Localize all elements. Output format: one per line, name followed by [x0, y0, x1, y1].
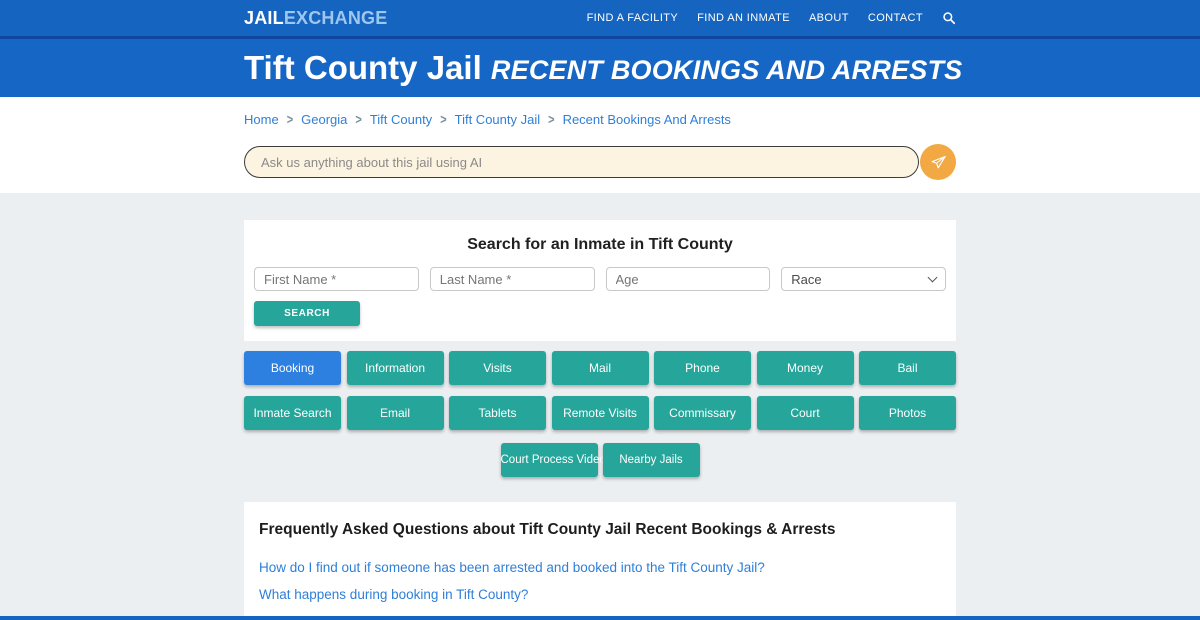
faq-title: Frequently Asked Questions about Tift Co…: [259, 521, 836, 538]
breadcrumb-georgia[interactable]: Georgia: [301, 112, 348, 127]
quick-link-visits[interactable]: Visits: [449, 351, 546, 385]
breadcrumb-tift-county-jail[interactable]: Tift County Jail: [454, 112, 541, 127]
main-nav: FIND A FACILITY FIND AN INMATE ABOUT CON…: [587, 11, 956, 25]
last-name-field-wrap: [429, 267, 595, 291]
inmate-search-fields: Race: [254, 267, 946, 291]
page-title: Tift County Jail RECENT BOOKINGS AND ARR…: [244, 47, 962, 91]
age-field-wrap: [605, 267, 771, 291]
nav-link-contact[interactable]: CONTACT: [867, 12, 923, 24]
quick-link-bail[interactable]: Bail: [859, 351, 956, 385]
bottom-accent-bar: [0, 616, 1200, 620]
quick-links-row-2: Inmate Search Email Tablets Remote Visit…: [244, 396, 956, 430]
quick-link-phone[interactable]: Phone: [654, 351, 751, 385]
chevron-right-icon: >: [355, 112, 362, 127]
first-name-field-wrap: [254, 267, 419, 291]
quick-link-commissary[interactable]: Commissary: [654, 396, 751, 430]
quick-link-money[interactable]: Money: [756, 351, 854, 385]
quick-link-email[interactable]: Email: [346, 396, 444, 430]
breadcrumb-current-page[interactable]: Recent Bookings And Arrests: [562, 112, 731, 127]
main-content: Search for an Inmate in Tift County Race: [0, 193, 1200, 620]
page-title-main: Tift County Jail: [244, 49, 482, 86]
quick-link-mail[interactable]: Mail: [551, 351, 649, 385]
ai-question-pill: [244, 146, 919, 178]
page-title-subtitle: RECENT BOOKINGS AND ARRESTS: [490, 55, 963, 85]
inmate-search-title: Search for an Inmate in Tift County: [467, 236, 733, 253]
top-navbar: JAILEXCHANGE FIND A FACILITY FIND AN INM…: [0, 0, 1200, 39]
nav-link-about[interactable]: ABOUT: [808, 12, 849, 24]
quick-links-row-1: Booking Information Visits Mail Phone Mo…: [244, 351, 956, 385]
chevron-right-icon: >: [440, 112, 447, 127]
breadcrumb-tift-county[interactable]: Tift County: [369, 112, 433, 127]
quick-link-inmate-search[interactable]: Inmate Search: [244, 396, 341, 430]
logo-part-exchange: EXCHANGE: [283, 7, 388, 28]
logo-part-jail: JAIL: [244, 7, 284, 28]
quick-link-court-process-video[interactable]: Court Process Video: [500, 443, 606, 477]
last-name-field[interactable]: [429, 267, 595, 291]
ai-send-button[interactable]: [920, 144, 956, 180]
faq-card: Frequently Asked Questions about Tift Co…: [244, 502, 956, 620]
ai-question-input[interactable]: [261, 154, 902, 170]
quick-link-photos[interactable]: Photos: [859, 396, 956, 430]
breadcrumb-ai-section: Home > Georgia > Tift County > Tift Coun…: [0, 97, 1200, 193]
chevron-right-icon: >: [548, 112, 555, 127]
race-select-wrap: Race: [781, 267, 946, 291]
nav-link-find-an-inmate[interactable]: FIND AN INMATE: [697, 12, 790, 24]
faq-question-1[interactable]: How do I find out if someone has been ar…: [259, 560, 765, 575]
first-name-field[interactable]: [254, 267, 419, 291]
faq-question-2[interactable]: What happens during booking in Tift Coun…: [259, 587, 529, 602]
ai-ask-bar: [244, 144, 956, 180]
inmate-search-card: Search for an Inmate in Tift County Race: [244, 220, 956, 341]
search-icon[interactable]: [942, 11, 956, 25]
paper-plane-icon: [930, 154, 947, 171]
breadcrumb: Home > Georgia > Tift County > Tift Coun…: [244, 112, 956, 127]
quick-link-booking[interactable]: Booking: [244, 351, 341, 385]
inmate-search-submit-button[interactable]: SEARCH: [254, 301, 360, 326]
chevron-right-icon: >: [286, 112, 294, 127]
breadcrumb-home[interactable]: Home: [244, 112, 279, 127]
jailexchange-logo[interactable]: JAILEXCHANGE: [244, 8, 387, 29]
quick-link-remote-visits[interactable]: Remote Visits: [551, 396, 649, 430]
quick-link-court[interactable]: Court: [756, 396, 854, 430]
quick-link-information[interactable]: Information: [346, 351, 444, 385]
hero-banner: Tift County Jail RECENT BOOKINGS AND ARR…: [0, 39, 1200, 97]
quick-links-row-3: Court Process Video Nearby Jails: [244, 443, 956, 477]
race-select[interactable]: Race: [781, 267, 946, 291]
nav-link-find-a-facility[interactable]: FIND A FACILITY: [586, 12, 679, 24]
quick-link-nearby-jails[interactable]: Nearby Jails: [602, 443, 700, 477]
quick-link-tablets[interactable]: Tablets: [449, 396, 546, 430]
age-field[interactable]: [605, 267, 771, 291]
